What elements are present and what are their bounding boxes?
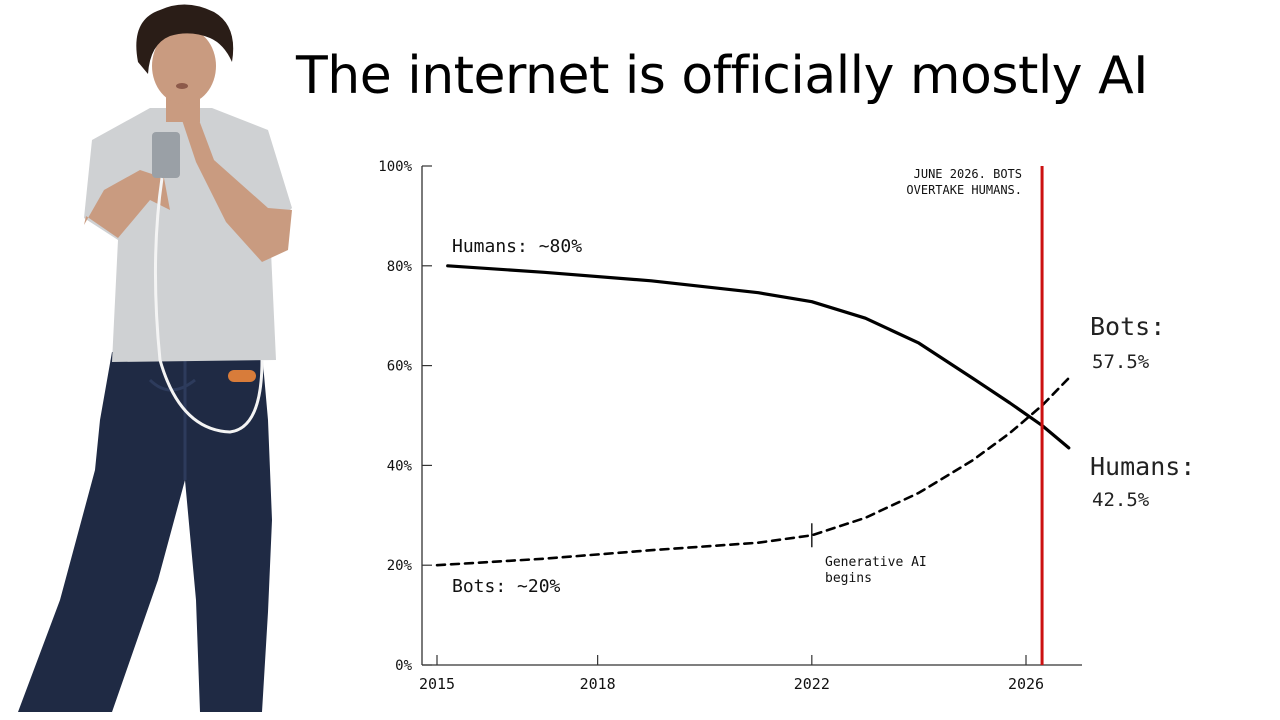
humans-end-value: 42.5%: [1092, 489, 1150, 511]
presenter-jeans: [18, 352, 272, 712]
genai-caption-line1: Generative AI: [825, 555, 927, 570]
y-tick-label: 60%: [387, 359, 413, 375]
presenter-hair: [136, 4, 234, 74]
humans-end-label: Humans:: [1090, 452, 1195, 481]
presenter-right-arm: [182, 112, 292, 262]
x-ticks: 2015 2018 2022 2026: [419, 655, 1044, 693]
phone: [152, 132, 180, 178]
bots-end-value: 57.5%: [1092, 351, 1150, 373]
presenter-figure: [18, 4, 292, 712]
series-bots-line: [435, 376, 1071, 567]
pocket-item: [228, 370, 256, 382]
y-tick-label: 40%: [387, 458, 413, 474]
bots-end-label: Bots:: [1090, 312, 1165, 341]
series-humans-line: [446, 264, 1071, 450]
y-tick-label: 20%: [387, 558, 413, 574]
genai-caption-line2: begins: [825, 571, 872, 586]
x-tick-label: 2015: [419, 675, 455, 693]
phone-cable: [153, 177, 264, 434]
bots-start-label: Bots: ~20%: [452, 576, 561, 597]
y-ticks: 0% 20% 40% 60% 80% 100%: [378, 159, 432, 674]
presenter-face: [152, 28, 216, 104]
y-tick-label: 80%: [387, 259, 413, 275]
y-tick-label: 100%: [378, 159, 412, 175]
x-tick-label: 2018: [580, 675, 616, 693]
presenter-left-arm: [84, 170, 170, 238]
marker-caption-line1: JUNE 2026. BOTS: [914, 167, 1022, 181]
humans-start-label: Humans: ~80%: [452, 236, 582, 257]
x-tick-label: 2026: [1008, 675, 1044, 693]
y-tick-label: 0%: [395, 658, 412, 674]
presenter-mouth: [176, 83, 188, 89]
series: [435, 264, 1071, 567]
presenter-shirt: [84, 108, 292, 362]
marker-caption-line2: OVERTAKE HUMANS.: [906, 183, 1022, 197]
x-tick-label: 2022: [794, 675, 830, 693]
slide-title: The internet is officially mostly AI: [296, 46, 1149, 106]
